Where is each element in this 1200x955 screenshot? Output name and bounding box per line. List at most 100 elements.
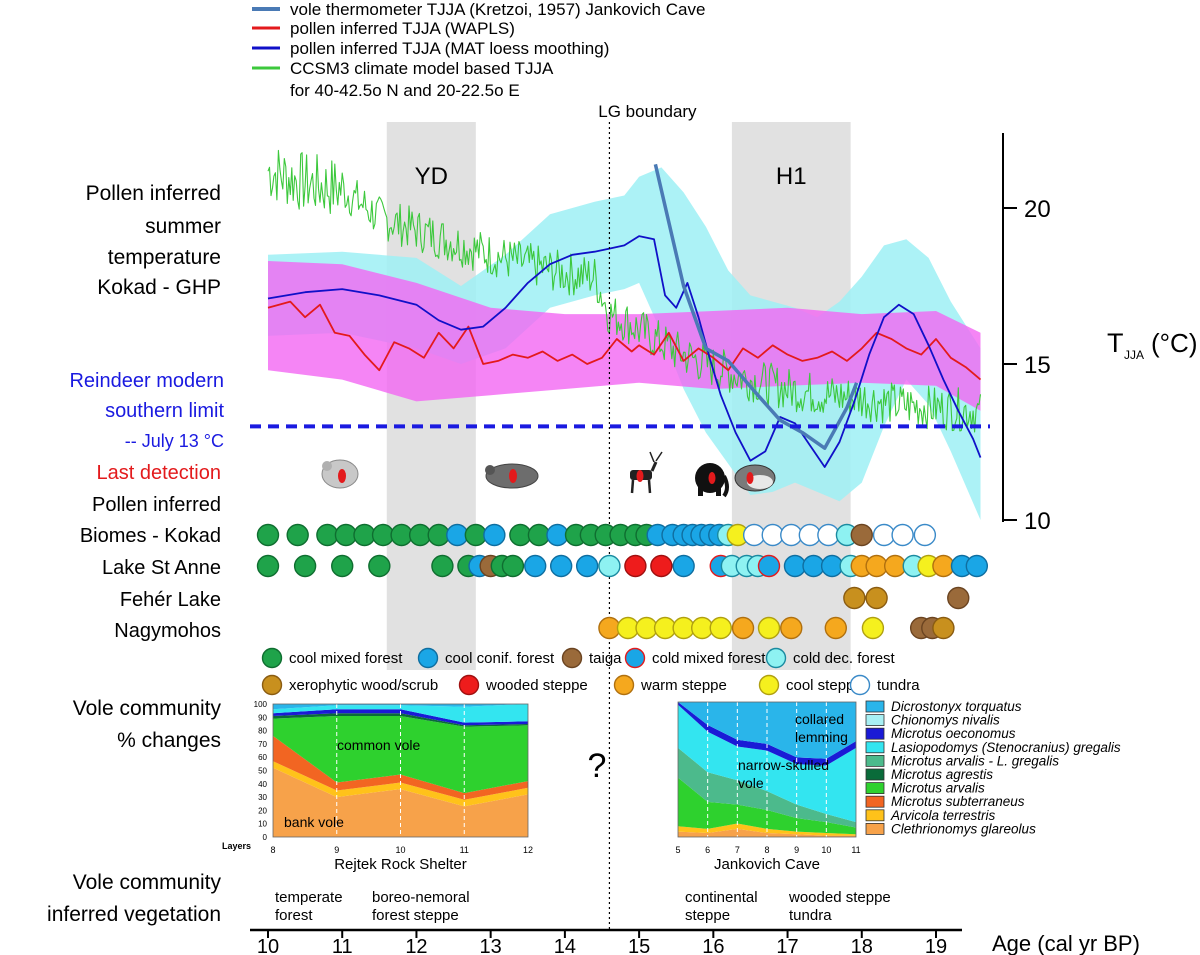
top-legend: vole thermometer TJJA (Kretzoi, 1957) Ja…	[252, 0, 705, 100]
x-axis: 10 11 12 13 14 15 16 17 18 19	[250, 928, 962, 955]
vole-legend-swatch-arvicola-terrestris	[865, 809, 885, 822]
biome-legend-label-xerophytic-wood-scrub: xerophytic wood/scrub	[289, 677, 438, 694]
biome-legend-label-warm-steppe: warm steppe	[640, 677, 727, 694]
biome-dot-biomes-kokad-38	[891, 523, 914, 547]
jankovich-cave-area-microtus-arvalis-l-gregalis	[678, 747, 856, 828]
rejtek-ytick-100: 100	[254, 700, 268, 709]
jankovich-cave-xtick-8: 8	[764, 845, 769, 855]
biome-dot-biomes-kokad-30	[742, 523, 766, 547]
vole-pct-label-2: % changes	[117, 729, 221, 752]
jankovich-cave-area-microtus-arvalis	[678, 777, 856, 835]
jankovich-cave-frame	[677, 701, 857, 838]
right-axis-tick-label-20: 20	[1024, 196, 1051, 223]
jankovich-cave-xtick-7: 7	[735, 845, 740, 855]
rejtek-rock-shelter-frame	[272, 703, 529, 838]
biome-dot-lake-st-anne-3	[368, 554, 391, 578]
rejtek-ytick-90: 90	[258, 713, 267, 722]
biome-dot-lake-st-anne-2	[331, 554, 354, 578]
reindeer-icon	[630, 451, 663, 494]
biome-dot-biomes-kokad-8	[427, 523, 450, 547]
legend-label-wapls: pollen inferred TJJA (WAPLS)	[290, 19, 515, 38]
rejtek-rock-shelter-xtick-10: 10	[395, 845, 405, 855]
biome-legend-swatch-cool-conif-forest	[417, 647, 439, 669]
biome-dot-biomes-kokad-10	[464, 523, 488, 547]
biome-dots	[256, 523, 989, 640]
legend-label-mat: pollen inferred TJJA (MAT loess moothing…	[290, 39, 609, 58]
biome-legend-label-cool-conif-forest: cool conif. forest	[445, 650, 555, 667]
temp-label-4: Kokad - GHP	[97, 276, 221, 299]
vole-legend-label-lasiopodomys-stenocranius-gregalis: Lasiopodomys (Stenocranius) gregalis	[891, 740, 1121, 755]
biome-legend-label-cold-mixed-forest: cold mixed forest	[652, 650, 766, 667]
lg-boundary-label: LG boundary	[598, 102, 697, 121]
biome-dot-nagymohos-7	[731, 616, 755, 640]
rejtek-ytick-80: 80	[258, 727, 267, 736]
biome-dot-lake-st-anne-33	[965, 554, 989, 578]
biome-legend-swatch-wooded-steppe	[458, 674, 480, 696]
biome-dot-biomes-kokad-39	[913, 523, 937, 547]
vegetation-labels: temperate forest boreo-nemoral forest st…	[275, 889, 891, 924]
biome-dot-nagymohos-0	[598, 616, 621, 640]
right-axis-tick-label-10: 10	[1024, 508, 1051, 535]
jankovich-cave-area-microtus-oeconomus	[678, 702, 856, 766]
right-axis-tick-label-15: 15	[1024, 352, 1051, 379]
question-mark: ?	[588, 747, 607, 785]
legend-label-ccsm: CCSM3 climate model based TJJA	[290, 59, 554, 78]
biome-dot-biomes-kokad-9	[446, 523, 469, 547]
veg-label-2b: forest steppe	[372, 907, 459, 924]
biome-legend-swatch-cold-dec-forest	[765, 647, 787, 669]
veg-label-1a: temperate	[275, 889, 343, 906]
biome-legend-label-cool-steppe: cool steppe	[786, 677, 863, 694]
biome-dot-biomes-kokad-6	[390, 523, 413, 547]
site-label-nagymohos: Nagymohos	[114, 620, 221, 642]
biome-dot-biomes-kokad-0	[256, 523, 280, 547]
biome-legend-label-taiga: taiga	[589, 650, 622, 667]
series-line-pollen-inferred-tjja-mat-loess-moothing	[267, 235, 982, 468]
x-axis-tick-label-10: 10	[257, 936, 279, 955]
biome-dot-biomes-kokad-11	[483, 523, 506, 547]
biome-dot-feh-r-lake-0	[843, 586, 866, 610]
biome-dot-nagymohos-5	[691, 616, 714, 640]
period-label-h1: H1	[776, 163, 807, 190]
x-axis-tick-label-14: 14	[554, 936, 576, 955]
biome-dot-lake-st-anne-27	[865, 554, 888, 578]
vole-veg-label-2: inferred vegetation	[47, 903, 221, 926]
rejtek-panel: 8 9 10 11 12 Rejtek Rock Shelter common vole ba…	[222, 700, 533, 873]
vole-legend-label-microtus-arvalis-l-gregalis: Microtus arvalis - L. gregalis	[891, 753, 1059, 768]
biome-dot-lake-st-anne-24	[820, 554, 844, 578]
biome-dot-nagymohos-10	[824, 616, 847, 640]
biome-dot-lake-st-anne-22	[783, 554, 807, 578]
x-axis-tick-label-13: 13	[480, 936, 502, 955]
jankovich-cave-xtick-10: 10	[821, 845, 831, 855]
vole-legend-label-dicrostonyx-torquatus: Dicrostonyx torquatus	[891, 699, 1022, 714]
biomes-title-label: Pollen inferred	[92, 494, 221, 516]
right-y-axis: 10 15 20	[1002, 133, 1051, 535]
vole-veg-label-1: Vole community	[73, 871, 222, 894]
rejtek-ytick-20: 20	[258, 806, 267, 815]
biome-dot-nagymohos-4	[672, 616, 695, 640]
biome-dot-biomes-kokad-36	[850, 523, 873, 547]
rejtek-ytick-50: 50	[258, 767, 267, 776]
jankovich-panel: 5 6 7 8 9 10 11 Jankovich Cave collared lemming na…	[675, 701, 861, 873]
biome-dot-lake-st-anne-23	[802, 554, 825, 578]
veg-label-4a: wooded steppe	[788, 889, 891, 906]
rejtek-rock-shelter-area-lasiopodomys-stenocranius-gregal	[273, 704, 528, 723]
rejtek-rock-shelter-xtick-12: 12	[523, 845, 533, 855]
biome-dot-nagymohos-6	[709, 616, 732, 640]
vole-legend-swatch-chionomys-nivalis	[865, 714, 885, 726]
biome-dot-lake-st-anne-1	[293, 554, 317, 578]
jankovich-cave-xtick-11: 11	[851, 845, 860, 855]
biome-legend-label-cold-dec-forest: cold dec. forest	[793, 650, 896, 667]
x-axis-tick-label-12: 12	[405, 936, 427, 955]
rejtek-ytick-0: 0	[263, 833, 268, 842]
rejtek-ytick-30: 30	[258, 793, 267, 802]
biome-dot-biomes-kokad-12	[509, 523, 532, 547]
x-axis-label: Age (cal yr BP)	[992, 931, 1140, 955]
series-line-ccsm3-climate-model-based-tjja	[267, 149, 982, 433]
jankovich-cave-xtick-5: 5	[675, 845, 680, 855]
jankovich-cave-annotation-narrow-skulled-vole-2: vole	[738, 775, 764, 791]
biome-dot-biomes-kokad-37	[872, 523, 896, 547]
biome-legend-swatch-warm-steppe	[613, 674, 635, 696]
biome-legend-swatch-taiga	[561, 647, 583, 669]
